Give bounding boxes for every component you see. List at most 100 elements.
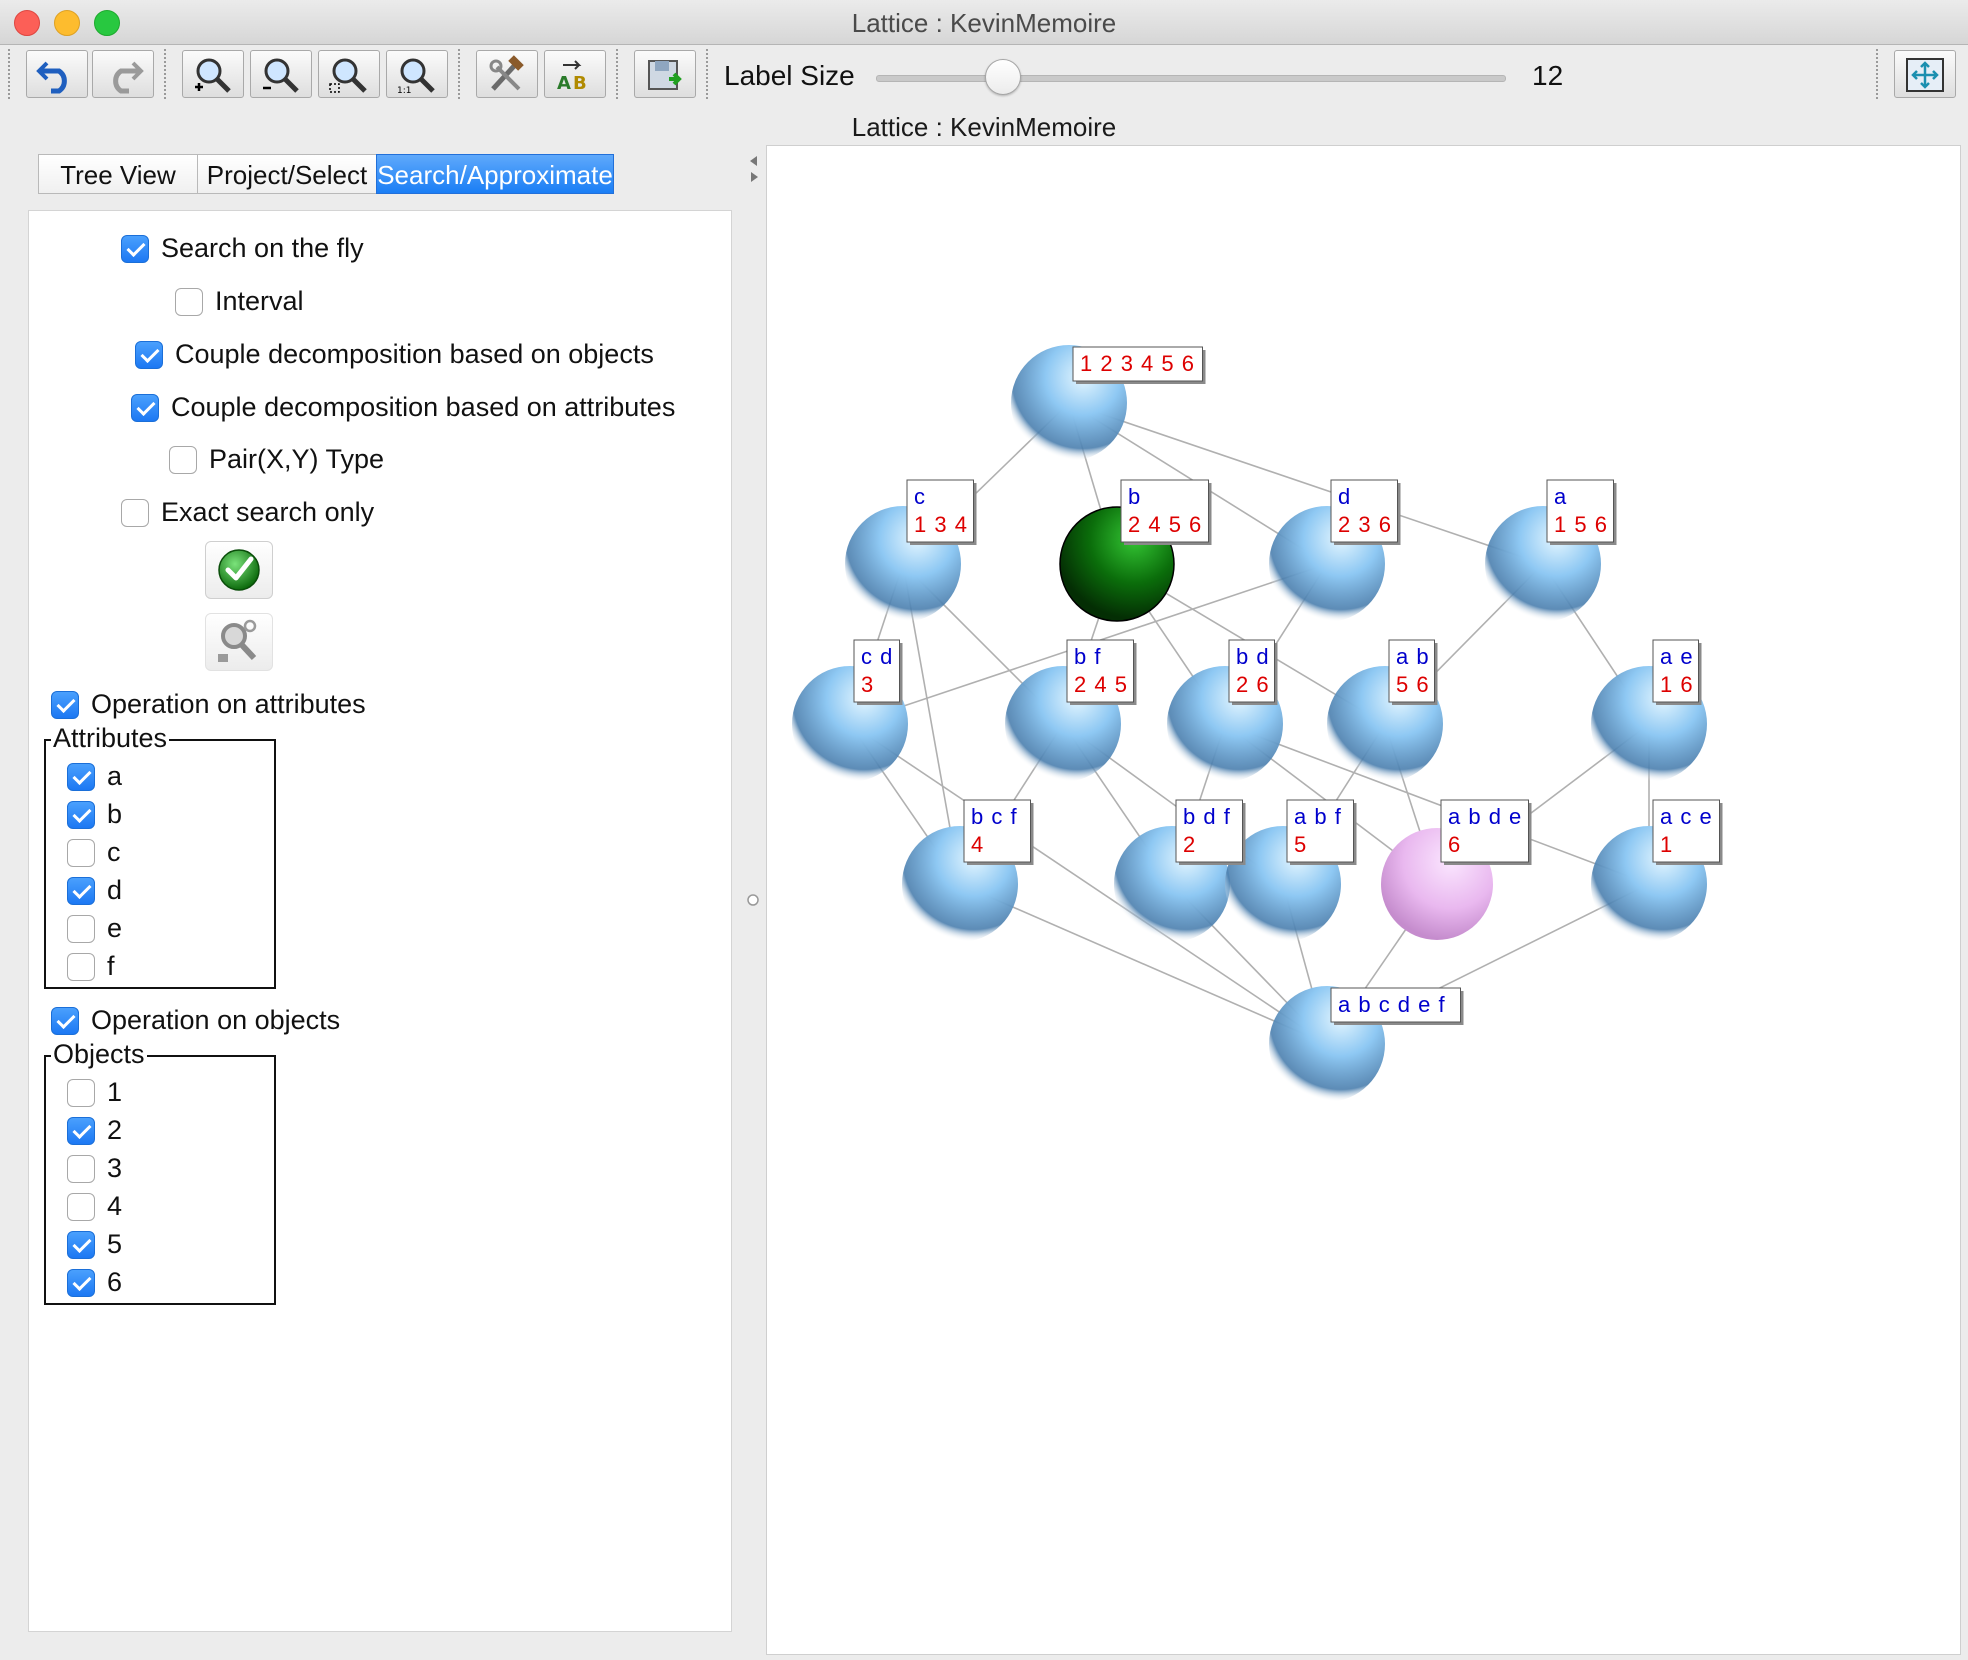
object-label: 3 [107,1153,123,1183]
toolbar: 1:1 A B Label Size 12 [0,45,1968,105]
interval-checkbox[interactable] [175,288,203,316]
exact-search-checkbox[interactable] [121,499,149,527]
attributes-group-title: Attributes [51,723,170,754]
label-size-slider-knob[interactable] [984,59,1021,95]
attribute-label: f [107,951,115,981]
object-label: 5 [107,1229,123,1259]
settings-button[interactable] [476,50,538,98]
node-extent-label: 1 3 4 [914,512,968,537]
node-label-box [1072,346,1203,382]
attribute-label: d [107,875,123,905]
node-label-box [963,799,1031,863]
lattice-edge [849,723,1328,1045]
tab-project-select[interactable]: Project/Select [197,154,377,194]
zoom-in-button[interactable] [182,50,244,98]
node-label-box [906,479,974,543]
couple-objects-checkbox[interactable] [135,341,163,369]
couple-attributes-label: Couple decomposition based on attributes [171,392,676,422]
objects-group-title: Objects [51,1039,147,1070]
node-intent-label: b c f [971,804,1018,829]
pair-xy-type-label: Pair(X,Y) Type [209,444,385,474]
fit-view-button[interactable] [1894,50,1956,98]
maximize-window-button[interactable] [94,10,120,36]
node-label-box [1440,799,1529,863]
attribute-label: b [107,799,123,829]
operation-on-objects-label: Operation on objects [91,1005,341,1035]
zoom-out-button[interactable] [250,50,312,98]
close-window-button[interactable] [14,10,40,36]
object-5-checkbox[interactable] [67,1231,95,1259]
pair-xy-type-checkbox[interactable] [169,446,197,474]
lattice-canvas[interactable]: 1 2 3 4 5 6 c 1 3 4 b 2 4 5 6 d 2 3 6 a 1 5 6 c d… [766,145,1961,1655]
attribute-label: e [107,913,123,943]
label-ab-icon: A B [557,60,587,94]
node-label: a e 1 6 [1652,639,1702,705]
zoom-actual-button[interactable]: 1:1 [386,50,448,98]
node-label: b 2 4 5 6 [1120,479,1212,545]
lattice-graph[interactable]: 1 2 3 4 5 6 c 1 3 4 b 2 4 5 6 d 2 3 6 a 1 5 6 c d… [767,146,1960,1654]
green-check-icon [218,549,260,591]
node-label: 1 2 3 4 5 6 [1072,346,1206,384]
attribute-f-checkbox[interactable] [67,953,95,981]
zoom-area-button[interactable] [318,50,380,98]
search-on-the-fly-checkbox[interactable] [121,235,149,263]
node-extent-label: 2 [1183,832,1196,857]
collapse-arrows-icon[interactable] [740,150,766,200]
minimize-window-button[interactable] [54,10,80,36]
export-button[interactable] [634,50,696,98]
undo-button[interactable] [26,50,88,98]
toolbar-separator [616,49,621,99]
object-3-checkbox[interactable] [67,1155,95,1183]
node-label-box [1228,639,1275,703]
attribute-a-checkbox[interactable] [67,763,95,791]
tab-search-approximate[interactable]: Search/Approximate [376,154,614,194]
node-extent-label: 2 3 6 [1338,512,1392,537]
object-label: 4 [107,1191,123,1221]
node-extent-label: 3 [861,672,874,697]
attribute-c-checkbox[interactable] [67,839,95,867]
attribute-b-checkbox[interactable] [67,801,95,829]
attribute-e-checkbox[interactable] [67,915,95,943]
split-pane-divider[interactable] [740,150,766,1650]
undo-icon [36,61,67,94]
node-extent-label: 2 4 5 6 [1128,512,1202,537]
node-label: d 2 3 6 [1330,479,1401,545]
couple-attributes-checkbox[interactable] [131,394,159,422]
node-intent-label: a c e [1660,804,1713,829]
operation-on-objects-checkbox[interactable] [51,1007,79,1035]
attribute-label: a [107,761,123,791]
node-label: a c e 1 [1652,799,1723,865]
search-key-button[interactable] [205,613,273,671]
lattice-edge [1224,723,1650,885]
toolbar-separator [458,49,463,99]
label-size-slider[interactable] [876,75,1506,82]
node-intent-label: a b [1396,644,1430,669]
object-label: 6 [107,1267,123,1297]
redo-button[interactable] [92,50,154,98]
apply-search-button[interactable] [205,541,273,599]
svg-text:A: A [557,73,571,94]
nodes-layer [792,345,1707,1102]
label-format-button[interactable]: A B [544,50,606,98]
zoom-actual-icon: 1:1 [397,58,435,95]
operation-on-attributes-checkbox[interactable] [51,691,79,719]
object-6-checkbox[interactable] [67,1269,95,1297]
node-label: a b d e 6 [1440,799,1532,865]
object-1-checkbox[interactable] [67,1079,95,1107]
object-2-checkbox[interactable] [67,1117,95,1145]
search-on-the-fly-label: Search on the fly [161,233,364,263]
divider-handle-icon[interactable] [740,890,766,910]
object-4-checkbox[interactable] [67,1193,95,1221]
node-label: a 1 5 6 [1546,479,1617,545]
node-intent-label: a b f [1294,804,1342,829]
tab-tree-view[interactable]: Tree View [38,154,198,194]
node-label-box [1120,479,1209,543]
zoom-in-icon [195,58,231,93]
attribute-label: c [107,837,121,867]
exact-search-label: Exact search only [161,497,375,527]
node-label: c 1 3 4 [906,479,977,545]
node-extent-label: 6 [1448,832,1461,857]
node-label-box [1330,479,1398,543]
attribute-d-checkbox[interactable] [67,877,95,905]
search-panel: Search on the fly Interval Couple decomp… [28,210,732,1632]
